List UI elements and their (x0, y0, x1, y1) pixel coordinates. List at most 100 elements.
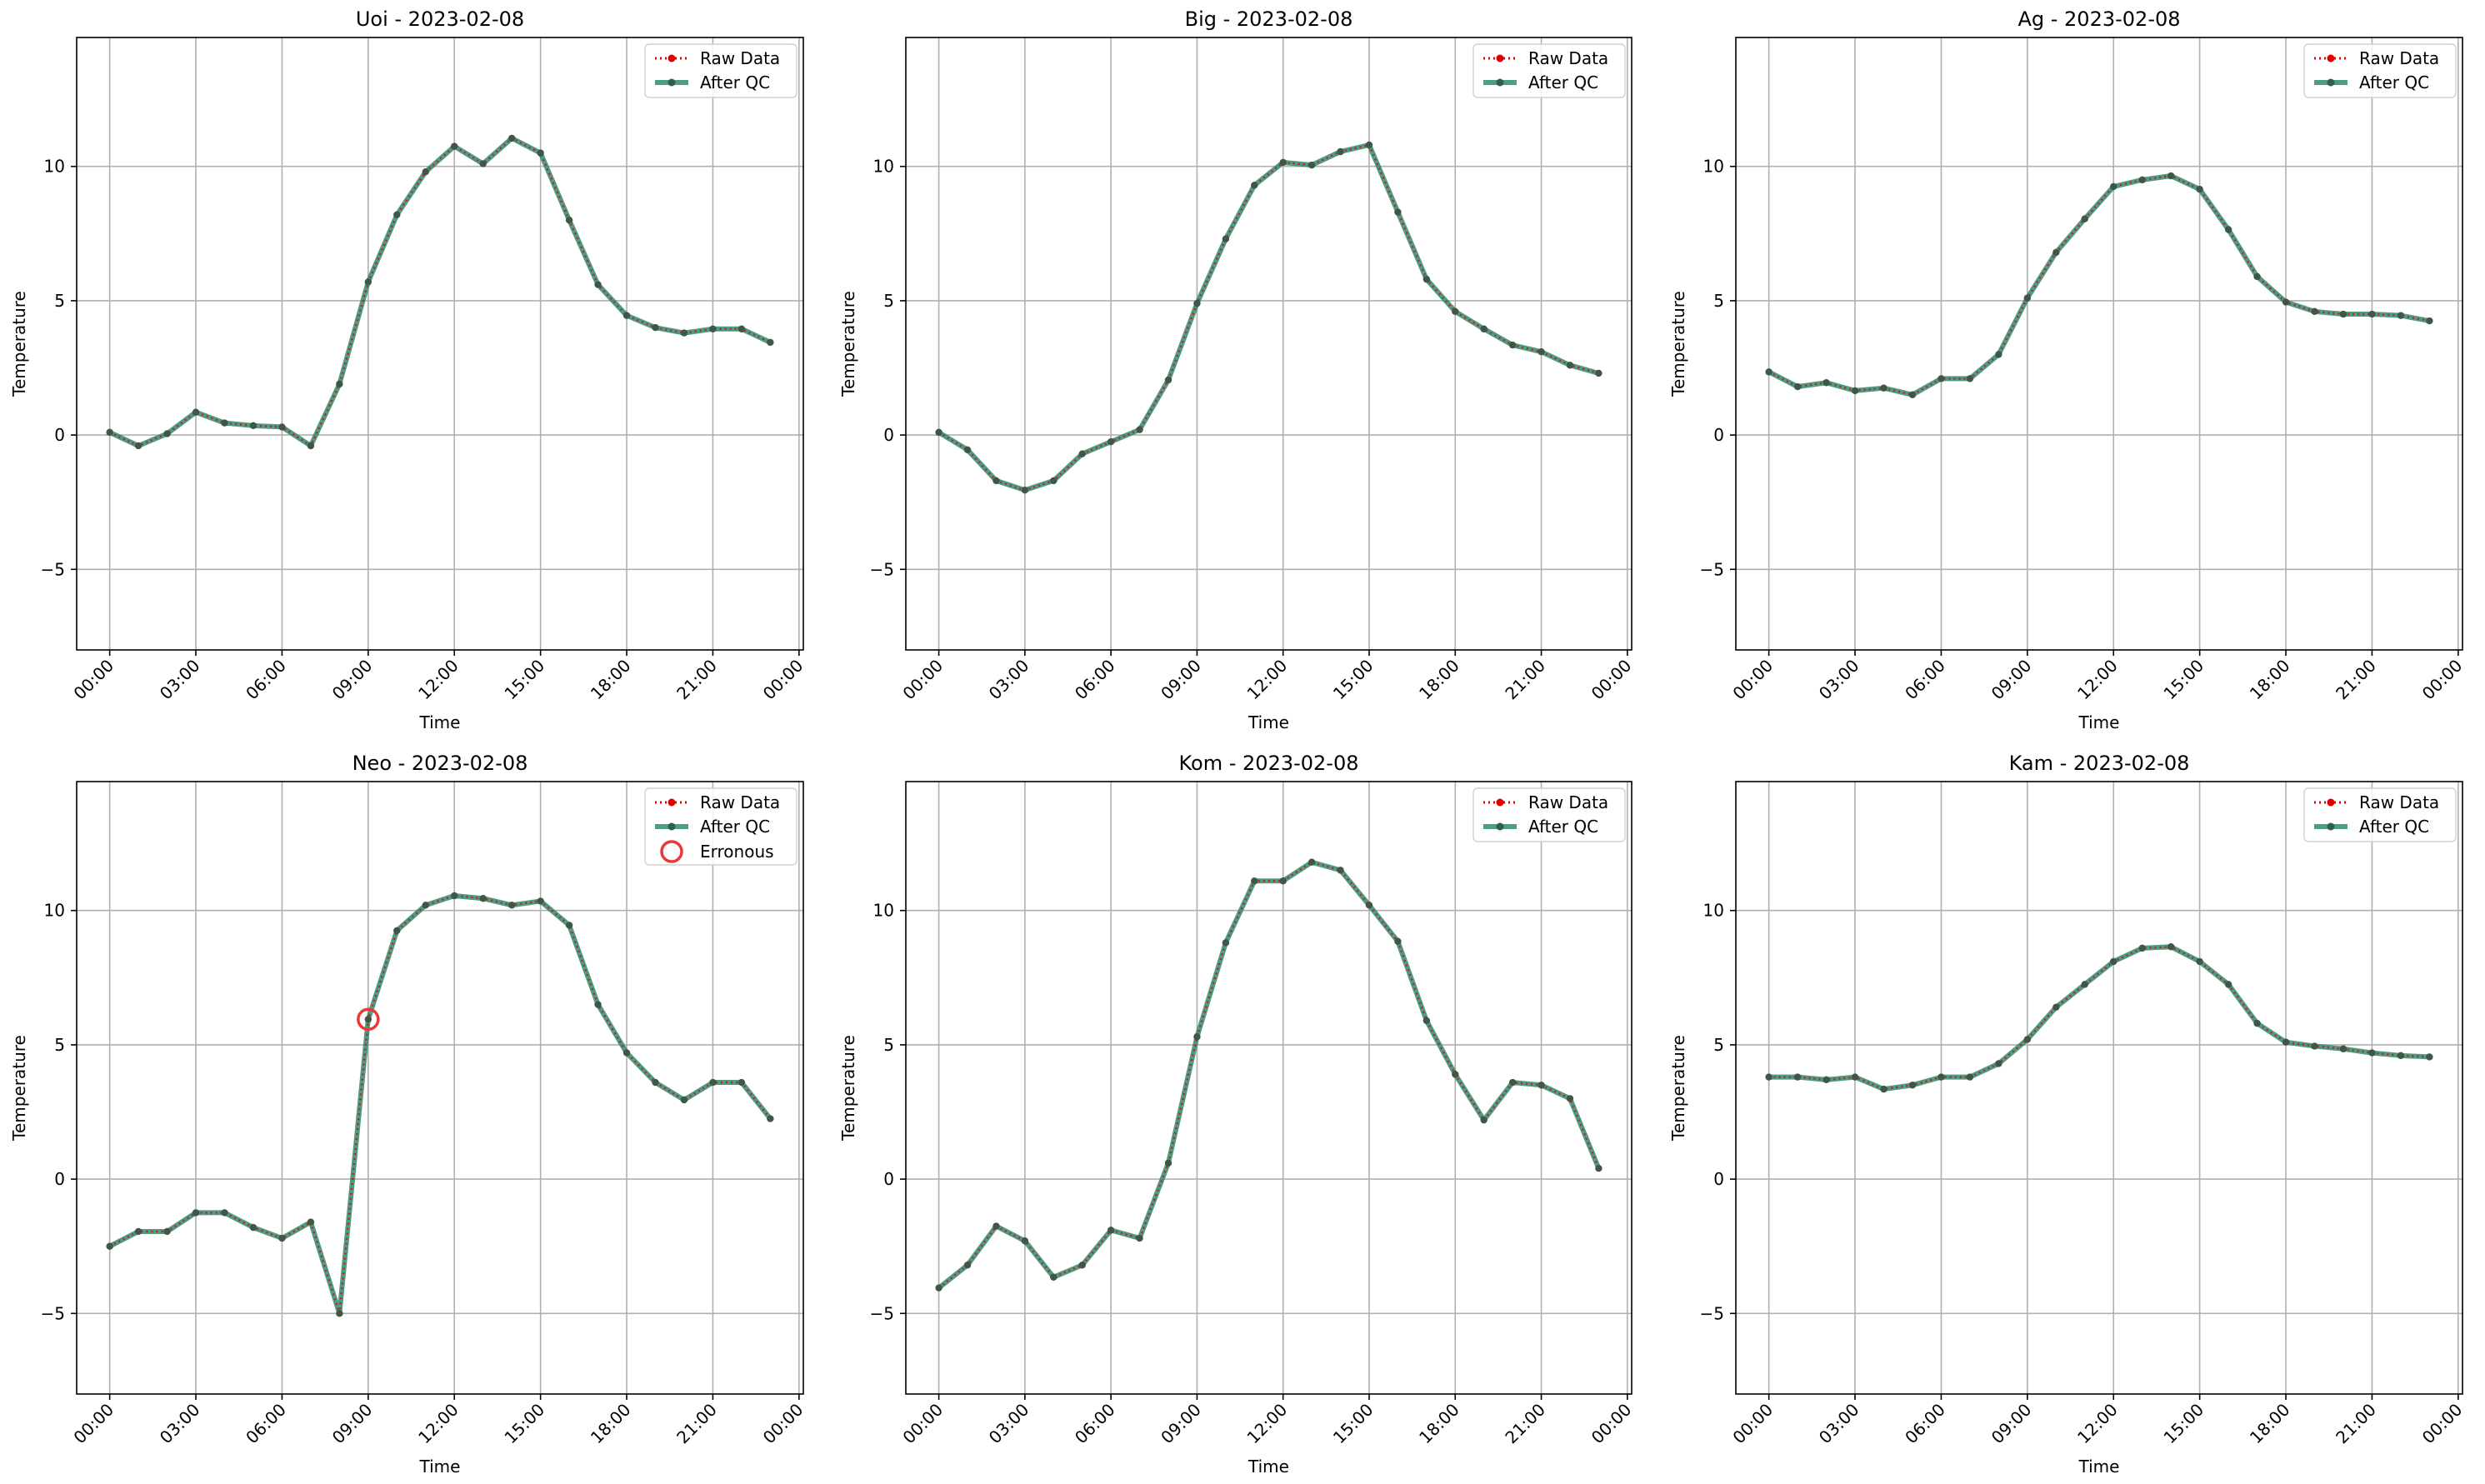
qc-data-point (2253, 1019, 2261, 1027)
x-tick-label: 21:00 (672, 656, 721, 704)
qc-data-point (2052, 1003, 2060, 1011)
x-tick-label: 09:00 (328, 1400, 377, 1448)
qc-data-point (134, 442, 142, 450)
qc-data-point (1164, 376, 1172, 384)
qc-data-point (2368, 1049, 2376, 1057)
y-tick-label: −5 (41, 559, 65, 579)
legend-box (644, 787, 798, 866)
qc-data-point (163, 1227, 171, 1236)
legend-raw-marker (1496, 798, 1504, 807)
legend-raw-label: Raw Data (2359, 792, 2439, 812)
qc-data-point (2167, 943, 2175, 951)
x-tick-label: 03:00 (1815, 656, 1863, 704)
x-tick-label: 00:00 (1588, 656, 1636, 704)
qc-data-point (652, 323, 659, 332)
qc-data-point (479, 895, 487, 902)
qc-data-point (1765, 1073, 1772, 1081)
qc-data-point (2253, 272, 2261, 281)
panel-2: Ag - 2023-02-08 −5 0 5 10 00:00 03:00 06:00 09:0… (1668, 7, 2466, 732)
x-tick-label: 06:00 (242, 1400, 290, 1448)
qc-data-point (1107, 437, 1115, 446)
qc-data-point (1995, 351, 2002, 358)
y-tick-label: 10 (873, 901, 894, 921)
x-tick-label: 12:00 (2073, 1400, 2122, 1448)
qc-data-point (992, 477, 1000, 485)
legend-qc-marker (1496, 822, 1504, 831)
x-tick-label: 21:00 (672, 1400, 721, 1448)
qc-data-point (2081, 215, 2088, 222)
axes-frame (905, 37, 1632, 651)
chart-title: Uoi - 2023-02-08 (356, 7, 524, 31)
x-tick-label: 15:00 (1329, 1400, 1378, 1448)
qc-data-point (1793, 1073, 1802, 1081)
erroneous-point-marker (357, 1007, 380, 1032)
y-tick-label: 10 (873, 157, 894, 177)
qc-data-point (1050, 1273, 1058, 1281)
qc-data-point (767, 338, 774, 347)
qc-data-point (2397, 312, 2405, 319)
y-tick-label: −5 (870, 1303, 894, 1323)
qc-data-point (935, 1284, 942, 1292)
legend: Raw Data After QC (2303, 787, 2457, 842)
x-tick-label: 18:00 (2246, 1400, 2294, 1448)
x-tick-label: 00:00 (1728, 656, 1777, 704)
qc-data-point (2282, 1038, 2290, 1046)
x-tick-label: 09:00 (1157, 1400, 1205, 1448)
qc-data-point (1566, 362, 1574, 369)
x-tick-label: 15:00 (500, 1400, 548, 1448)
x-tick-label: 12:00 (1243, 1400, 1292, 1448)
x-tick-label: 03:00 (156, 656, 204, 704)
qc-data-point (935, 428, 942, 437)
qc-data-point (1394, 937, 1402, 946)
panel-4: Kom - 2023-02-08 −5 0 5 10 00:00 03:00 06:00 09:… (838, 752, 1635, 1477)
series-line-after-qc (937, 859, 1602, 1291)
series-line-raw-data (938, 861, 1600, 1289)
qc-data-point (1880, 384, 1888, 392)
y-tick-label: 10 (1703, 157, 1724, 177)
qc-data-point (963, 446, 972, 454)
qc-data-point (2081, 981, 2088, 988)
x-tick-label: 12:00 (1243, 656, 1292, 704)
legend-raw-label: Raw Data (700, 792, 780, 812)
qc-data-point (1193, 299, 1201, 307)
qc-data-point (2023, 1036, 2032, 1043)
x-tick-label: 00:00 (898, 1400, 947, 1448)
y-tick-label: 0 (1713, 1169, 1724, 1189)
y-tick-label: 5 (1713, 291, 1724, 311)
y-tick-label: 0 (54, 1169, 65, 1189)
qc-data-point (1880, 1085, 1888, 1093)
legend-qc-label: After QC (2359, 72, 2429, 92)
x-tick-label: 06:00 (1071, 1400, 1119, 1448)
legend-raw-marker (668, 798, 676, 807)
qc-data-point (709, 325, 717, 332)
qc-data-point (364, 1016, 372, 1023)
qc-data-point (2110, 182, 2118, 191)
qc-data-point (2052, 248, 2060, 257)
qc-data-point (192, 408, 200, 416)
y-axis-label: Temperature (1668, 291, 1688, 397)
series-line-after-qc (108, 893, 772, 1317)
qc-data-point (1822, 1076, 1830, 1084)
y-axis-label: Temperature (838, 1035, 858, 1142)
x-tick-label: 09:00 (1157, 656, 1205, 704)
qc-data-point (393, 211, 401, 218)
qc-data-point (249, 1223, 258, 1232)
qc-data-point (1995, 1060, 2002, 1067)
legend-raw-label: Raw Data (700, 48, 780, 68)
x-axis-label: Time (419, 712, 461, 732)
x-tick-label: 12:00 (2073, 656, 2122, 704)
x-tick-label: 00:00 (69, 656, 118, 704)
y-tick-label: −5 (1700, 559, 1724, 579)
x-tick-label: 06:00 (1901, 656, 1949, 704)
qc-data-point (594, 281, 602, 288)
x-tick-label: 06:00 (242, 656, 290, 704)
y-tick-label: 0 (883, 425, 894, 445)
legend-qc-label: After QC (1528, 72, 1598, 92)
qc-data-point (2397, 1052, 2405, 1060)
qc-data-point (1966, 1073, 1974, 1081)
qc-data-point (1422, 1017, 1431, 1025)
qc-data-point (508, 902, 516, 909)
x-tick-label: 03:00 (985, 1400, 1033, 1448)
qc-data-point (1107, 1227, 1115, 1234)
qc-data-point (1050, 477, 1058, 485)
